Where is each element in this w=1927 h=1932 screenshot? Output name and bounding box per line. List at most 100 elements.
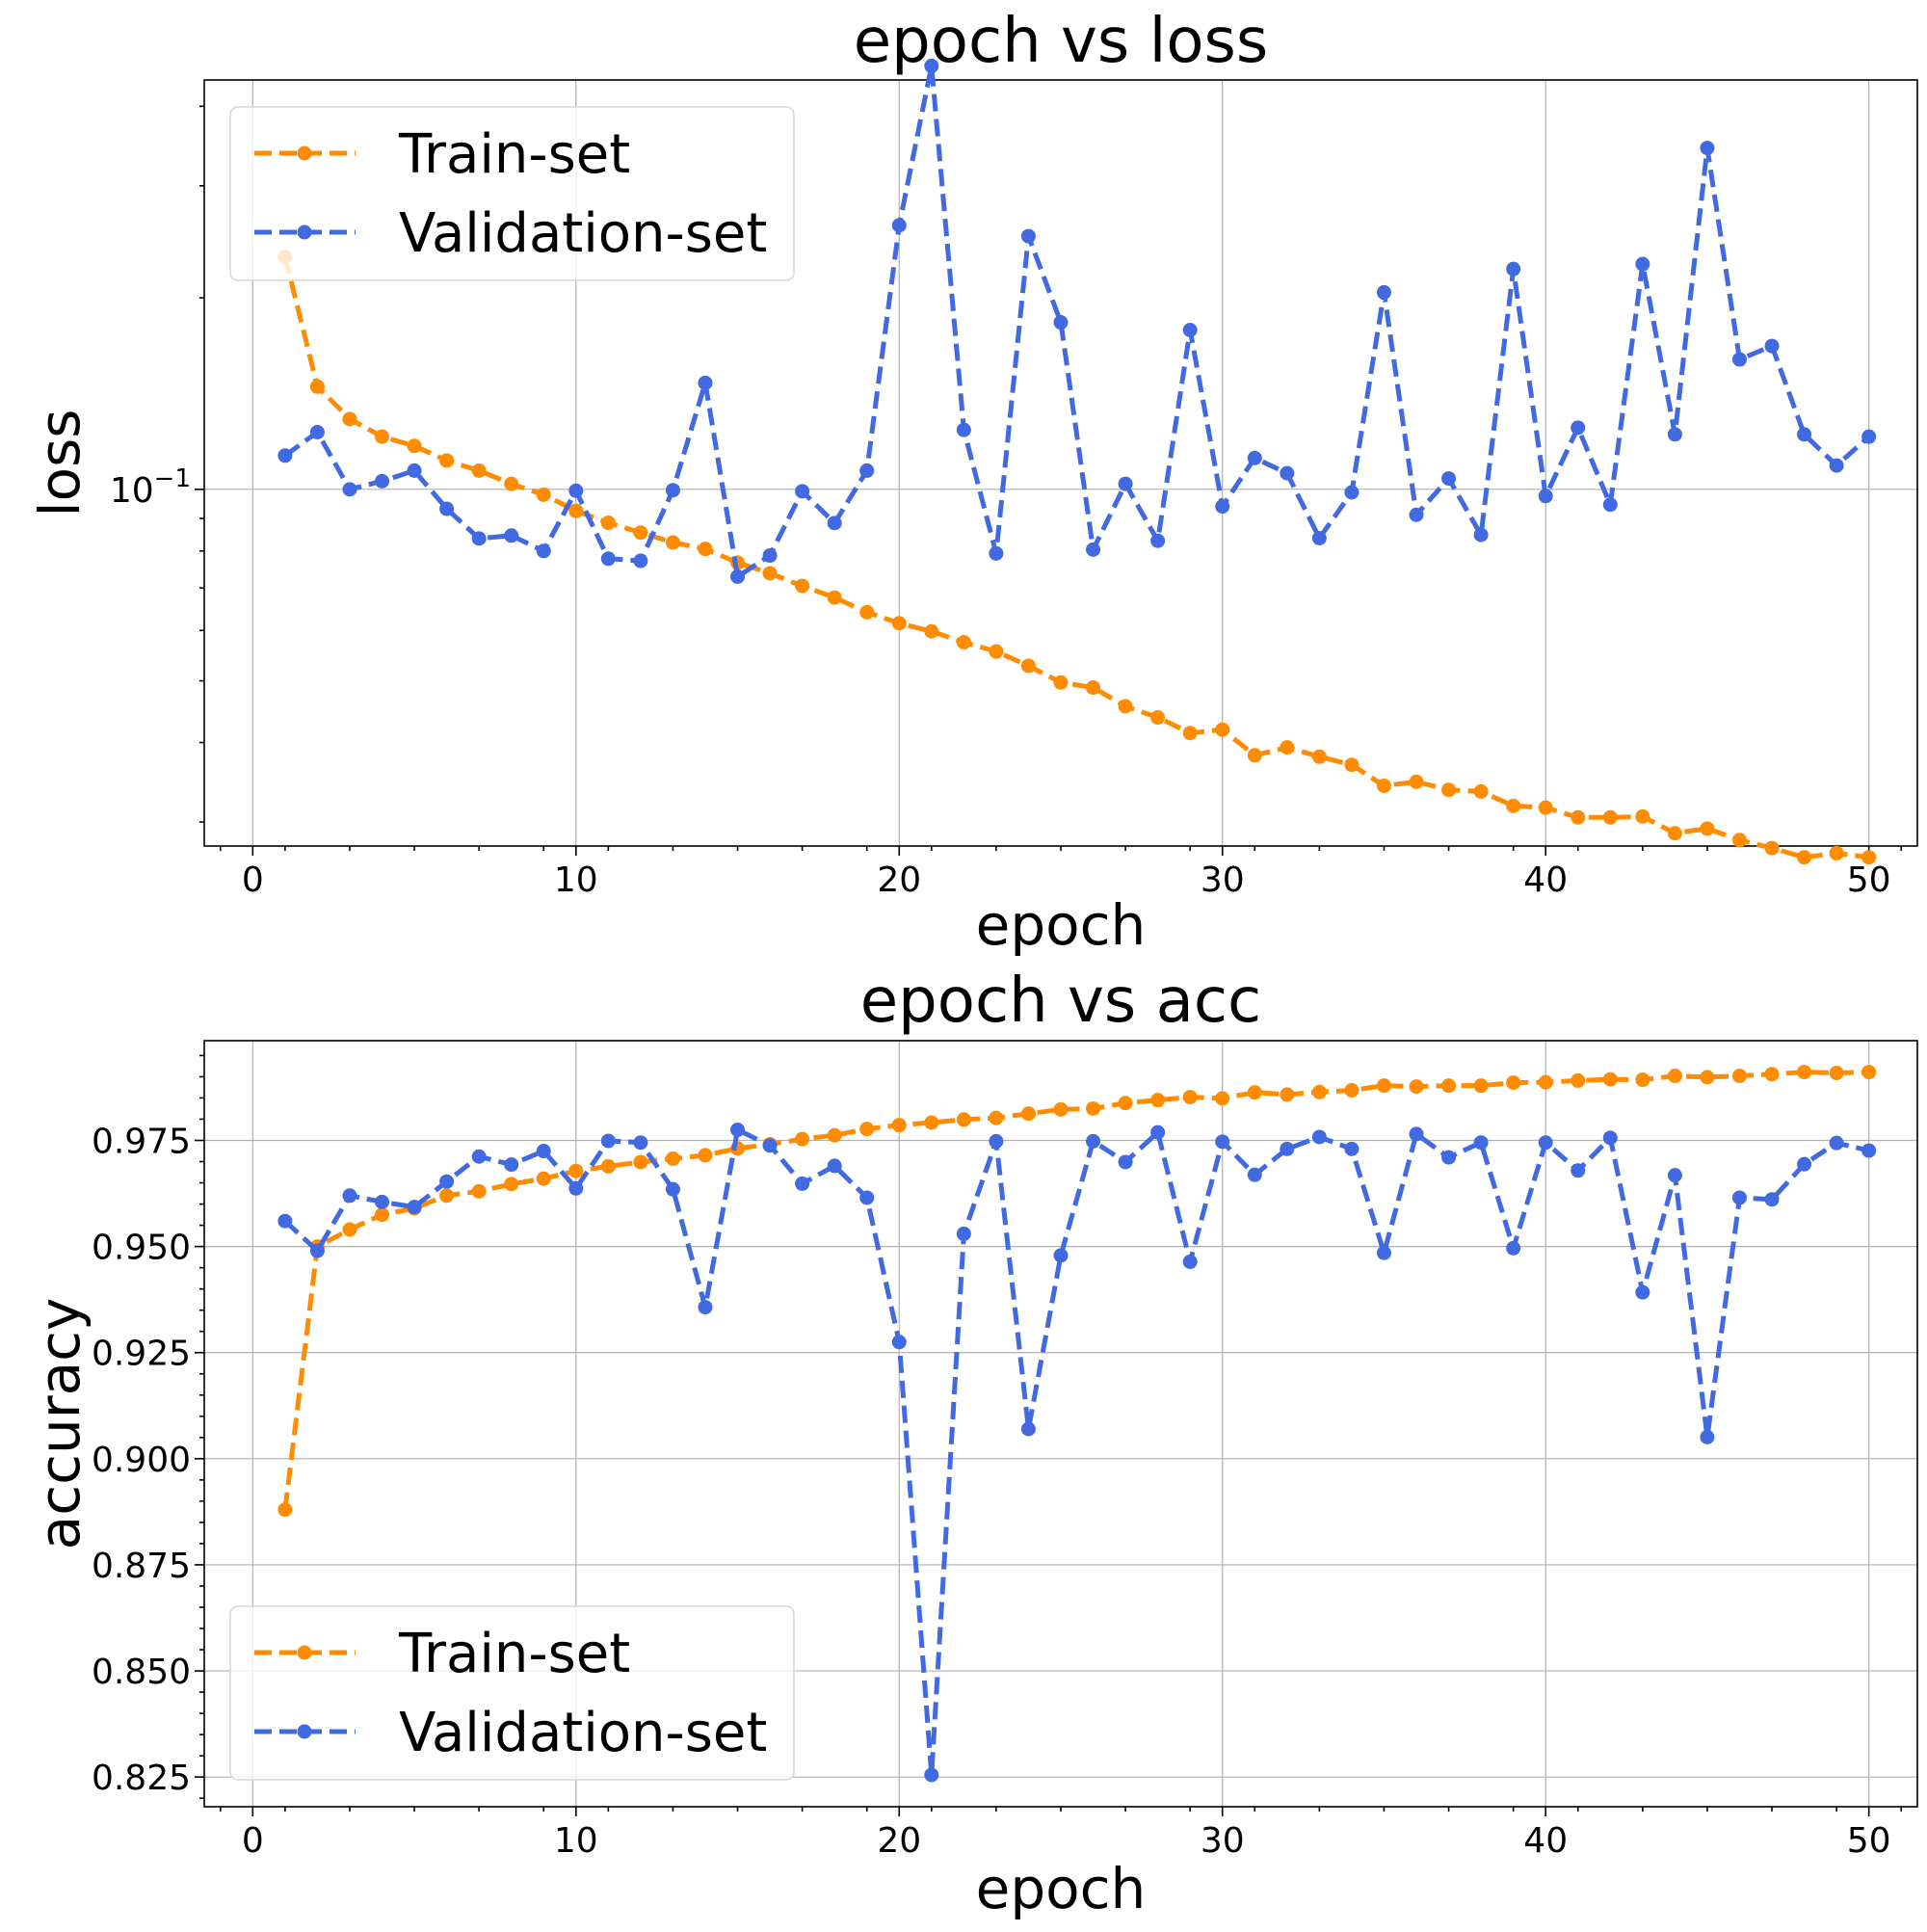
legend-label: Train-set — [398, 123, 630, 186]
data-point-validation-set — [504, 528, 519, 543]
x-tick-label: 30 — [1201, 1821, 1245, 1861]
data-point-validation-set — [1473, 1135, 1489, 1151]
data-point-train-set — [1118, 699, 1133, 714]
data-point-validation-set — [859, 463, 875, 478]
data-point-train-set — [1635, 808, 1650, 824]
data-point-validation-set — [1344, 485, 1359, 500]
data-point-train-set — [1086, 1100, 1101, 1116]
data-point-validation-set — [471, 531, 487, 546]
data-point-train-set — [795, 578, 810, 594]
data-point-validation-set — [375, 1194, 390, 1209]
data-point-validation-set — [1797, 427, 1812, 442]
data-point-train-set — [956, 1112, 971, 1127]
data-point-train-set — [309, 379, 325, 394]
y-tick-label: 0.925 — [92, 1335, 191, 1374]
data-point-validation-set — [665, 1181, 680, 1197]
data-point-validation-set — [309, 1243, 325, 1258]
data-point-train-set — [1053, 675, 1069, 690]
data-point-validation-set — [407, 463, 422, 478]
data-point-train-set — [1182, 1090, 1198, 1105]
data-point-train-set — [827, 590, 842, 605]
data-point-train-set — [1215, 722, 1230, 737]
data-point-train-set — [439, 453, 455, 468]
x-tick-label: 50 — [1847, 1821, 1891, 1861]
data-point-train-set — [1571, 1072, 1586, 1088]
data-point-train-set — [665, 535, 680, 550]
data-point-train-set — [665, 1151, 680, 1166]
data-point-train-set — [1409, 774, 1424, 789]
data-point-validation-set — [1797, 1156, 1812, 1172]
data-point-train-set — [1731, 833, 1747, 848]
data-point-train-set — [1020, 658, 1036, 674]
data-point-validation-set — [1441, 471, 1457, 487]
data-point-validation-set — [1409, 1126, 1424, 1142]
data-point-train-set — [859, 1122, 875, 1137]
data-point-train-set — [1086, 680, 1101, 696]
data-point-validation-set — [1280, 1141, 1295, 1156]
x-tick-label: 20 — [877, 860, 921, 900]
data-point-validation-set — [1602, 1130, 1618, 1146]
data-point-train-set — [924, 1115, 939, 1130]
data-point-train-set — [1635, 1072, 1650, 1088]
data-point-validation-set — [1376, 284, 1391, 300]
data-point-validation-set — [1506, 261, 1521, 277]
data-point-train-set — [633, 1154, 648, 1170]
data-point-train-set — [536, 1171, 551, 1186]
data-point-validation-set — [1118, 1154, 1133, 1170]
data-point-validation-set — [1861, 1143, 1877, 1158]
data-point-validation-set — [277, 448, 293, 463]
data-point-train-set — [1441, 1078, 1457, 1094]
data-point-validation-set — [1020, 1421, 1036, 1437]
data-point-validation-set — [600, 551, 616, 567]
data-point-train-set — [342, 411, 357, 427]
data-point-train-set — [924, 623, 939, 639]
legend-box — [229, 106, 795, 281]
y-tick-label: 0.950 — [92, 1229, 191, 1268]
data-point-train-set — [1602, 1072, 1618, 1087]
data-point-validation-set — [407, 1200, 422, 1215]
data-point-train-set — [1700, 821, 1715, 836]
data-point-train-set — [1020, 1106, 1036, 1122]
data-point-train-set — [342, 1222, 357, 1237]
data-point-validation-set — [956, 1226, 971, 1241]
data-point-validation-set — [1571, 420, 1586, 436]
data-point-train-set — [471, 463, 487, 478]
legend-box — [229, 1605, 795, 1781]
data-point-validation-set — [1667, 1168, 1682, 1183]
data-point-validation-set — [891, 1335, 907, 1350]
data-point-validation-set — [730, 569, 746, 584]
data-point-validation-set — [989, 545, 1004, 561]
legend: Train-set Validation-set — [229, 106, 795, 281]
y-tick-label: 0.875 — [92, 1547, 191, 1586]
data-point-validation-set — [1280, 465, 1295, 481]
data-point-train-set — [1182, 726, 1198, 741]
data-point-train-set — [568, 503, 584, 518]
data-point-validation-set — [859, 1190, 875, 1205]
data-point-validation-set — [1764, 1192, 1780, 1207]
data-point-train-set — [1506, 1075, 1521, 1091]
data-point-validation-set — [568, 483, 584, 498]
data-point-validation-set — [1667, 427, 1682, 442]
data-point-validation-set — [1731, 1190, 1747, 1205]
data-point-train-set — [956, 635, 971, 650]
x-tick-label: 10 — [554, 860, 598, 900]
data-point-train-set — [1247, 748, 1262, 763]
y-axis-label: accuracy — [27, 1298, 92, 1550]
chart-loss: epoch vs loss 0 10 20 30 40 50 10−1 epoch loss Tra… — [27, 6, 1918, 958]
data-point-validation-set — [633, 1135, 648, 1151]
data-point-train-set — [1829, 1065, 1844, 1080]
legend-marker — [297, 1724, 312, 1739]
x-tick-label: 40 — [1523, 1821, 1568, 1861]
data-point-validation-set — [795, 484, 810, 499]
data-point-validation-set — [375, 473, 390, 489]
y-tick-label: 0.975 — [92, 1123, 191, 1162]
data-point-train-set — [1861, 850, 1877, 865]
data-point-validation-set — [730, 1122, 746, 1137]
data-point-validation-set — [471, 1149, 487, 1164]
data-point-validation-set — [795, 1176, 810, 1191]
data-point-train-set — [891, 616, 907, 631]
data-point-train-set — [277, 1502, 293, 1518]
y-tick-label: 0.825 — [92, 1759, 191, 1798]
data-point-train-set — [1118, 1096, 1133, 1111]
